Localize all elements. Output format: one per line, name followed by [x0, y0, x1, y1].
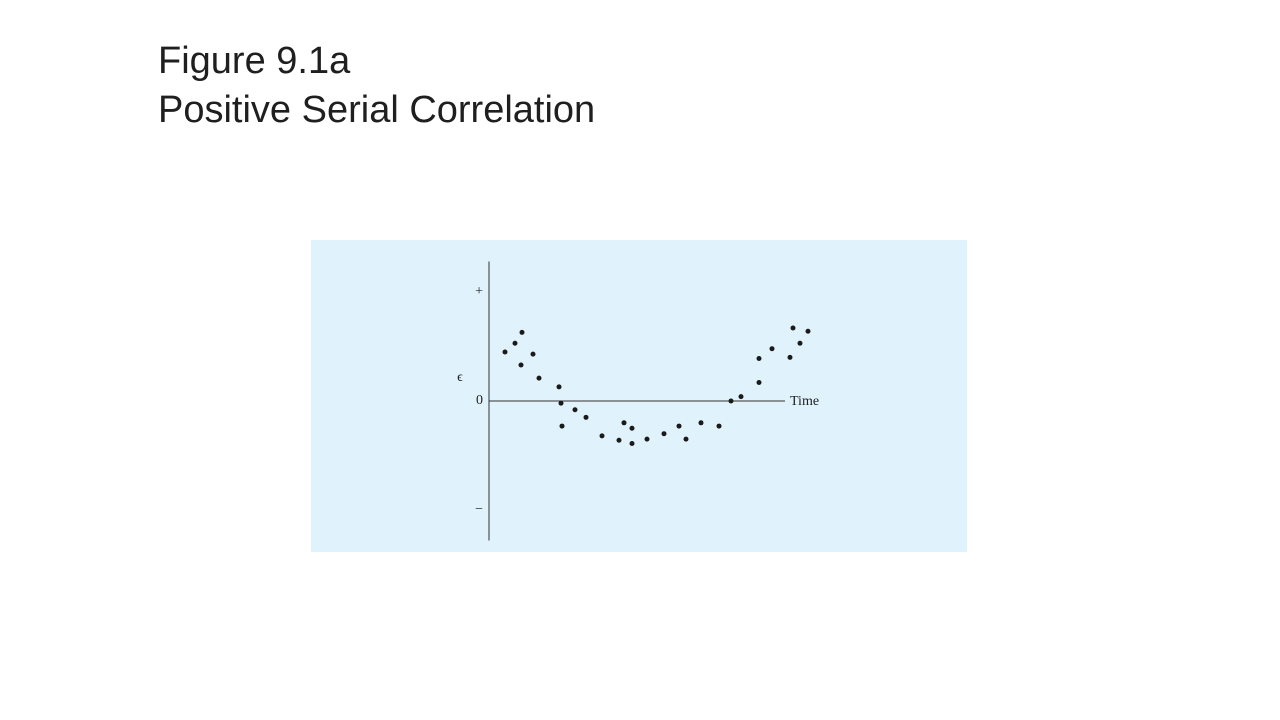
data-point: [769, 346, 775, 352]
data-point: [716, 423, 722, 429]
y-tick-label: −: [475, 502, 483, 517]
data-point: [787, 354, 793, 360]
data-point: [756, 355, 762, 361]
data-point: [530, 351, 536, 357]
data-point: [683, 436, 689, 442]
slide-title: Figure 9.1a: [158, 40, 351, 82]
data-point: [698, 420, 704, 426]
data-point: [728, 398, 734, 404]
data-point: [583, 414, 589, 420]
data-point: [621, 420, 627, 426]
data-point: [661, 431, 667, 437]
data-point: [572, 407, 578, 413]
data-point: [797, 340, 803, 346]
data-point: [805, 328, 811, 334]
data-point: [616, 437, 622, 443]
y-tick-label: 0: [476, 393, 483, 408]
data-point: [738, 394, 744, 400]
data-point: [629, 441, 635, 447]
data-point: [790, 325, 796, 331]
data-point: [502, 349, 508, 355]
y-axis-label: ϵ: [457, 370, 463, 385]
data-point: [756, 379, 762, 385]
data-point: [512, 340, 518, 346]
x-axis-label: Time: [790, 394, 819, 409]
y-tick-label: +: [475, 284, 483, 299]
data-point: [518, 362, 524, 368]
data-point: [629, 425, 635, 431]
data-point: [558, 400, 564, 406]
chart-panel: [311, 240, 967, 552]
data-point: [599, 433, 605, 439]
data-point: [519, 329, 525, 335]
slide-subtitle: Positive Serial Correlation: [158, 89, 596, 131]
data-point: [559, 423, 565, 429]
data-point: [676, 423, 682, 429]
data-point: [536, 375, 542, 381]
data-point: [644, 436, 650, 442]
data-point: [556, 384, 562, 390]
